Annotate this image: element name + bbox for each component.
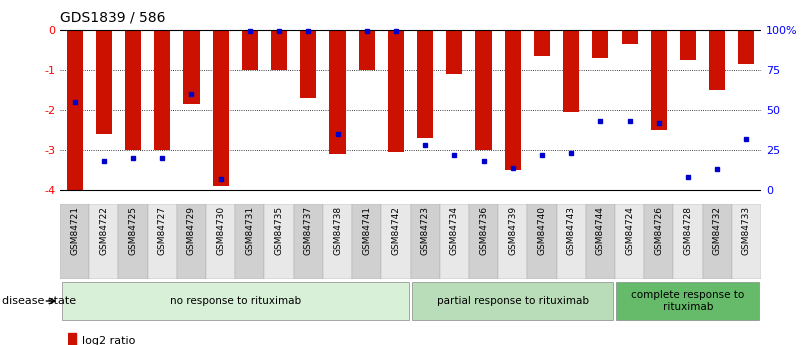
Text: GSM84736: GSM84736 [479,206,488,255]
Bar [68,333,76,345]
Text: GSM84735: GSM84735 [275,206,284,255]
Bar [410,204,440,279]
Bar [732,204,761,279]
Bar [563,30,579,112]
Text: complete response to
rituximab: complete response to rituximab [631,290,745,312]
Bar [60,204,89,279]
Bar [440,204,469,279]
Bar [155,30,171,150]
Bar [323,204,352,279]
Text: GSM84734: GSM84734 [450,206,459,255]
Bar [650,30,666,130]
Text: GSM84740: GSM84740 [537,206,546,255]
Bar [271,30,287,70]
Bar [592,30,609,58]
Bar [212,30,229,186]
Bar [235,204,264,279]
FancyBboxPatch shape [617,282,759,320]
Bar [674,204,702,279]
Bar [615,204,644,279]
Text: GSM84744: GSM84744 [596,206,605,255]
Bar [352,204,381,279]
Bar [264,204,294,279]
Bar [709,30,725,90]
Bar [527,204,557,279]
Text: GSM84728: GSM84728 [683,206,692,255]
Bar [381,204,410,279]
Bar [294,204,323,279]
Bar [388,30,404,152]
Text: disease state: disease state [2,296,76,306]
Text: GSM84729: GSM84729 [187,206,196,255]
Text: GSM84743: GSM84743 [566,206,576,255]
Bar [622,30,638,44]
Text: GSM84724: GSM84724 [625,206,634,255]
Bar [476,30,492,150]
Text: GSM84723: GSM84723 [421,206,429,255]
Text: GSM84726: GSM84726 [654,206,663,255]
Text: GSM84730: GSM84730 [216,206,225,255]
Bar [66,30,83,190]
Bar [359,30,375,70]
Bar [739,30,755,64]
Bar [206,204,235,279]
Bar [300,30,316,98]
Bar [147,204,177,279]
Bar [557,204,586,279]
Text: GSM84738: GSM84738 [333,206,342,255]
Text: GDS1839 / 586: GDS1839 / 586 [60,10,166,24]
Bar [119,204,147,279]
Text: GSM84739: GSM84739 [508,206,517,255]
FancyBboxPatch shape [62,282,409,320]
Bar [702,204,732,279]
Text: GSM84722: GSM84722 [99,206,108,255]
Text: partial response to rituximab: partial response to rituximab [437,296,589,306]
Bar [242,30,258,70]
Bar [644,204,674,279]
Bar [183,30,199,104]
Bar [534,30,550,56]
Bar [329,30,345,154]
Bar [586,204,615,279]
Bar [417,30,433,138]
Bar [125,30,141,150]
Bar [446,30,462,74]
FancyBboxPatch shape [412,282,614,320]
Bar [96,30,112,134]
Text: GSM84737: GSM84737 [304,206,313,255]
Text: GSM84727: GSM84727 [158,206,167,255]
Bar [469,204,498,279]
Bar [680,30,696,60]
Bar [89,204,119,279]
Text: GSM84742: GSM84742 [392,206,400,255]
Text: GSM84733: GSM84733 [742,206,751,255]
Text: GSM84721: GSM84721 [70,206,79,255]
Bar [498,204,527,279]
Text: GSM84732: GSM84732 [713,206,722,255]
Text: log2 ratio: log2 ratio [83,336,135,345]
Text: no response to rituximab: no response to rituximab [170,296,301,306]
Bar [177,204,206,279]
Text: GSM84725: GSM84725 [129,206,138,255]
Text: GSM84741: GSM84741 [362,206,371,255]
Text: GSM84731: GSM84731 [245,206,255,255]
Bar [505,30,521,170]
